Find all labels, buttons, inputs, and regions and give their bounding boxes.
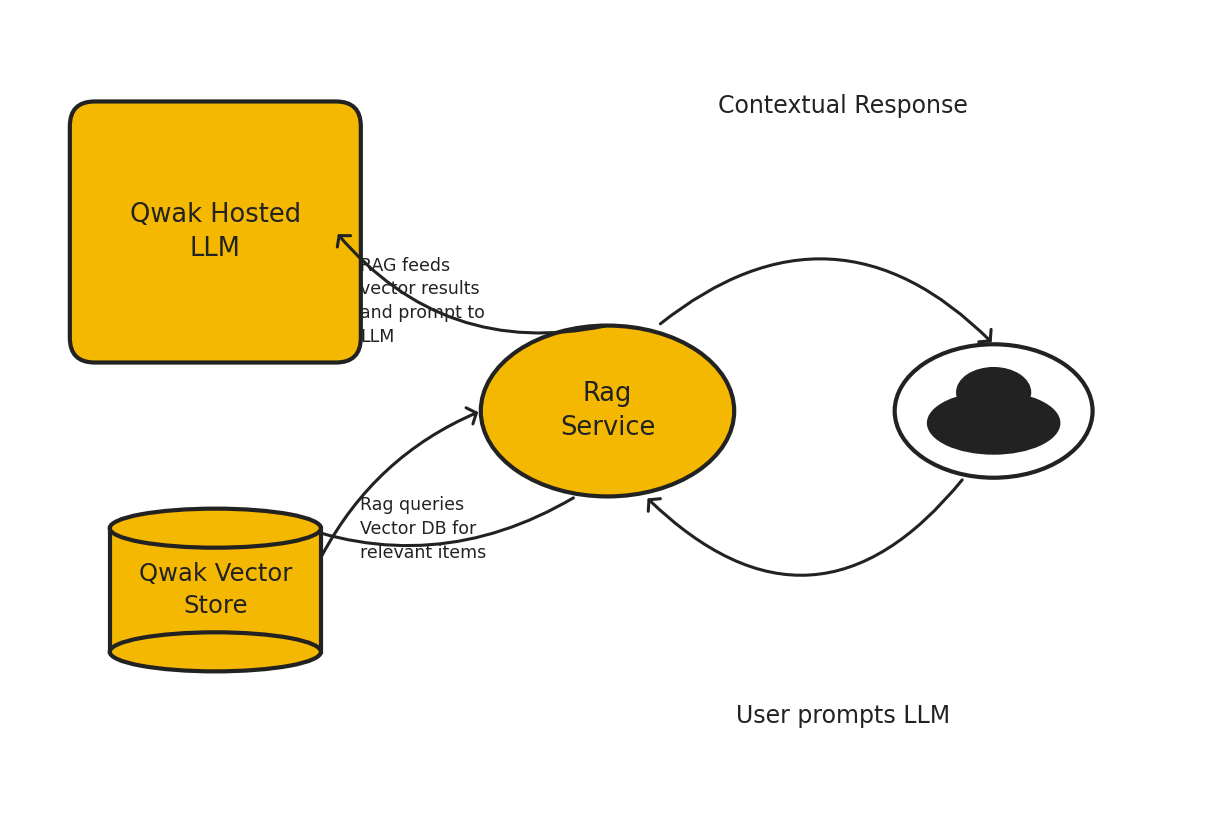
FancyBboxPatch shape [69,101,361,363]
Text: User prompts LLM: User prompts LLM [736,704,950,728]
Text: Rag queries
Vector DB for
relevant items: Rag queries Vector DB for relevant items [360,496,486,561]
Bar [109,529,321,652]
Ellipse shape [109,632,321,672]
Ellipse shape [927,391,1061,455]
Text: Contextual Response: Contextual Response [718,94,967,118]
Ellipse shape [956,367,1032,418]
Text: RAG feeds
vector results
and prompt to
LLM: RAG feeds vector results and prompt to L… [360,256,485,345]
Text: Rag
Service: Rag Service [560,381,655,441]
Ellipse shape [481,326,734,496]
Ellipse shape [894,344,1092,478]
Text: Qwak Hosted
LLM: Qwak Hosted LLM [130,202,301,262]
Text: Qwak Vector
Store: Qwak Vector Store [139,562,292,618]
Ellipse shape [109,509,321,547]
